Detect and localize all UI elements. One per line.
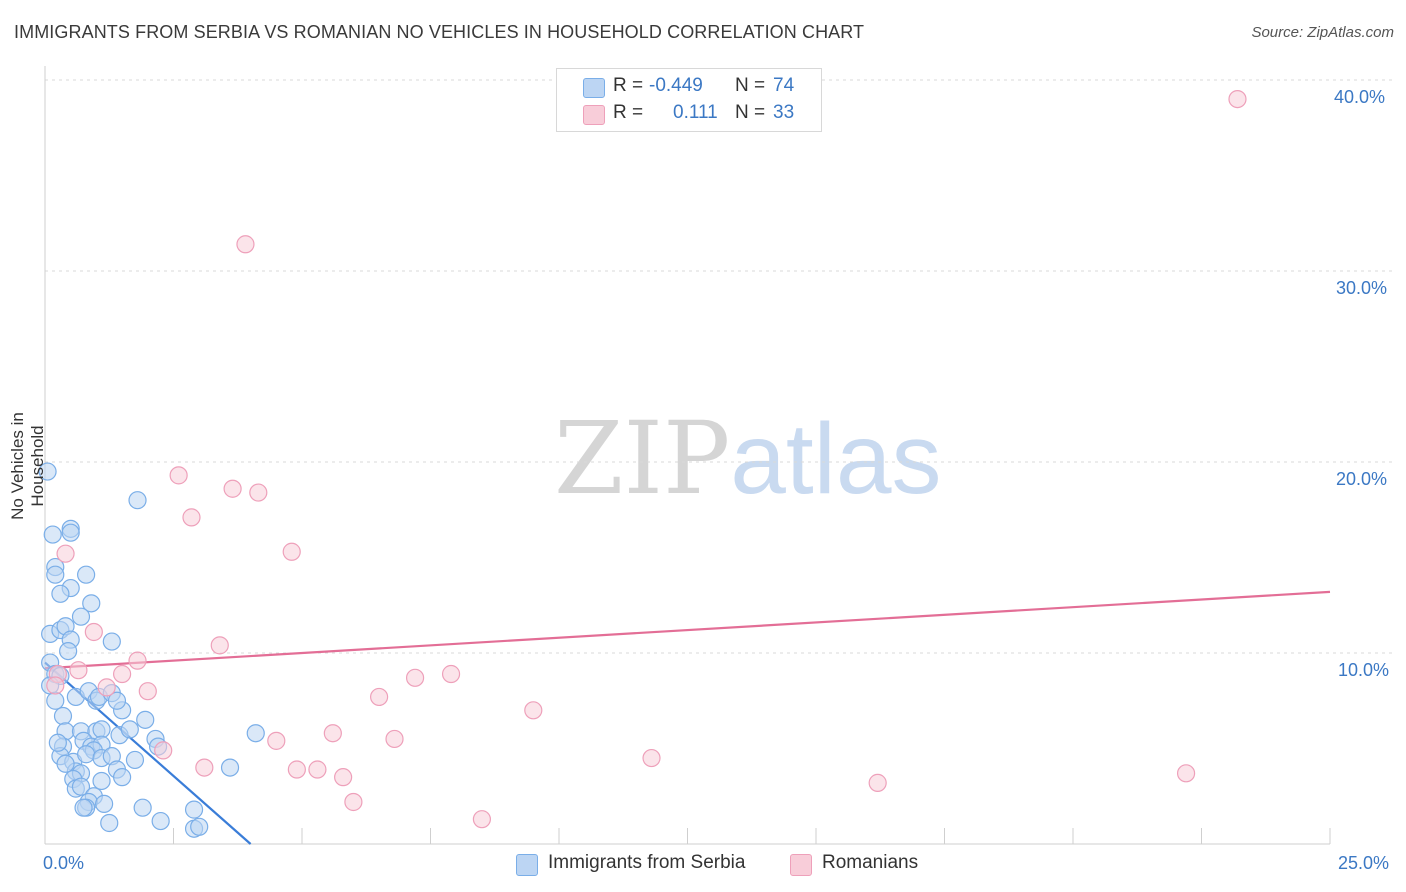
data-point-serbia xyxy=(100,813,119,833)
data-point-serbia xyxy=(56,754,75,773)
data-point-serbia xyxy=(61,523,80,542)
data-point-romanians xyxy=(195,758,214,777)
data-point-serbia xyxy=(125,750,145,770)
data-point-serbia xyxy=(120,720,139,739)
data-point-romanians xyxy=(138,682,157,701)
data-point-romanians xyxy=(210,636,229,655)
data-point-serbia xyxy=(77,745,96,764)
data-point-romanians xyxy=(128,651,147,670)
data-point-serbia xyxy=(71,777,91,796)
data-point-romanians xyxy=(524,701,543,720)
data-point-romanians xyxy=(642,748,661,768)
data-point-serbia xyxy=(46,691,65,710)
data-point-romanians xyxy=(154,741,173,760)
data-point-serbia xyxy=(133,798,152,817)
legend-r-value-romanians: 0.111 xyxy=(673,102,718,123)
y-axis-label: No Vehicles in Household xyxy=(8,412,47,520)
data-point-romanians xyxy=(472,810,491,829)
data-point-romanians xyxy=(169,466,188,485)
watermark-zip: ZIP xyxy=(554,400,731,517)
data-point-romanians xyxy=(385,729,404,749)
data-point-serbia xyxy=(95,794,114,813)
data-point-romanians xyxy=(868,773,887,792)
legend-n-label: N = xyxy=(735,75,766,96)
grid-lines xyxy=(45,79,1395,654)
axes xyxy=(44,66,1331,845)
source-label: Source: ZipAtlas.com xyxy=(1251,24,1394,41)
data-point-serbia xyxy=(74,798,93,817)
legend-r-label: R = xyxy=(613,102,644,123)
data-point-serbia xyxy=(48,733,67,752)
y-tick-label-40: 40.0% xyxy=(1334,87,1386,107)
data-point-romanians xyxy=(405,668,425,687)
legend-n-value-serbia: 74 xyxy=(773,75,795,96)
legend-swatch-serbia xyxy=(583,78,605,98)
data-point-serbia xyxy=(128,491,147,510)
correlation-legend: R = -0.449 N = 74 R = 0.111 N = 33 xyxy=(556,68,822,132)
data-point-serbia xyxy=(71,607,91,626)
data-point-serbia xyxy=(151,811,170,831)
data-point-serbia xyxy=(112,768,132,787)
data-point-serbia xyxy=(246,724,265,743)
data-point-romanians xyxy=(267,731,286,750)
data-point-serbia xyxy=(136,710,155,729)
x-tick-label-min: 0.0% xyxy=(43,853,85,873)
watermark-atlas: atlas xyxy=(730,403,942,515)
y-tick-label-10: 10.0% xyxy=(1338,660,1390,680)
chart-title: IMMIGRANTS FROM SERBIA VS ROMANIAN NO VE… xyxy=(14,22,865,42)
data-point-serbia xyxy=(190,817,209,836)
data-point-serbia xyxy=(220,758,240,777)
data-point-romanians xyxy=(287,760,306,779)
data-point-serbia xyxy=(53,706,73,726)
data-point-romanians xyxy=(223,479,242,498)
y-tick-label-30: 30.0% xyxy=(1336,278,1388,298)
legend-n-label: N = xyxy=(735,102,766,123)
series-label-serbia: Immigrants from Serbia xyxy=(548,852,746,873)
data-point-serbia xyxy=(102,632,121,651)
data-point-serbia xyxy=(38,462,57,481)
x-tick-label-max: 25.0% xyxy=(1338,853,1390,873)
data-point-romanians xyxy=(441,664,461,684)
data-point-romanians xyxy=(323,724,342,743)
data-point-romanians xyxy=(334,768,353,787)
data-point-romanians xyxy=(308,760,327,779)
data-point-romanians xyxy=(370,687,389,707)
trend-line-romanians xyxy=(44,590,1331,670)
data-point-romanians xyxy=(97,678,116,697)
data-point-romanians xyxy=(112,664,132,684)
data-point-serbia xyxy=(51,584,70,603)
trend-lines xyxy=(44,590,1331,845)
data-point-romanians xyxy=(182,508,201,527)
data-point-romanians xyxy=(249,483,268,502)
legend-r-value-serbia: -0.449 xyxy=(649,75,703,96)
y-tick-label-20: 20.0% xyxy=(1336,469,1388,489)
watermark: ZIPatlas xyxy=(554,400,942,517)
data-point-romanians xyxy=(84,622,103,642)
data-point-serbia xyxy=(184,800,204,819)
series-label-romanians: Romanians xyxy=(822,852,919,873)
data-point-romanians xyxy=(344,792,363,812)
series-swatch-serbia xyxy=(516,854,538,876)
legend-r-label: R = xyxy=(613,75,644,96)
data-point-serbia xyxy=(77,565,96,584)
data-point-romanians xyxy=(282,542,301,561)
data-point-romanians xyxy=(1228,89,1247,109)
data-points xyxy=(38,89,1247,838)
data-point-serbia xyxy=(46,565,65,584)
data-point-serbia xyxy=(59,641,78,661)
data-point-serbia xyxy=(107,691,127,710)
data-point-romanians xyxy=(69,661,88,680)
series-swatch-romanians xyxy=(790,854,812,876)
data-point-serbia xyxy=(92,771,111,791)
data-point-romanians xyxy=(56,544,75,563)
data-point-romanians xyxy=(46,676,65,695)
data-point-romanians xyxy=(1176,764,1196,783)
legend-n-value-romanians: 33 xyxy=(773,102,795,123)
data-point-serbia xyxy=(92,720,111,739)
data-point-romanians xyxy=(236,235,255,254)
legend-swatch-romanians xyxy=(583,105,605,125)
data-point-serbia xyxy=(82,594,101,613)
data-point-serbia xyxy=(43,525,62,544)
